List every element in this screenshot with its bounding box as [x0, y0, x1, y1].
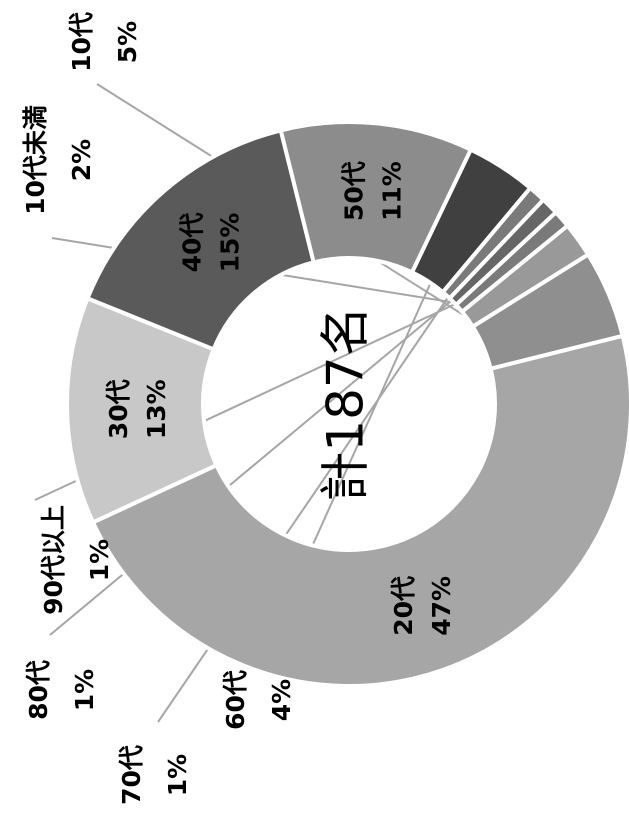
slice-label-6: 80代 1% [24, 660, 99, 720]
slice-label-1: 30代 13% [104, 379, 171, 439]
slice-label-2: 40代 15% [178, 213, 245, 273]
slice-label-8: 10代未満 2% [21, 105, 96, 215]
slice-labels: 20代 47%30代 13%40代 15%50代 11%60代 4%70代 1%80代 1%9… [21, 12, 456, 805]
slice-category-label: 20代 [389, 576, 418, 636]
slice-label-4: 60代 4% [221, 670, 296, 730]
center-total-label: 計187名 [317, 306, 375, 501]
leader-line-6 [49, 286, 468, 636]
slice-1 [65, 295, 220, 525]
slice-category-label: 80代 [24, 660, 53, 720]
slice-value-label: 13% [142, 379, 171, 439]
donut-slices [65, 120, 629, 688]
slice-0 [90, 333, 629, 688]
slice-category-label: 10代未満 [21, 105, 50, 215]
slice-category-label: 60代 [221, 670, 250, 730]
slice-value-label: 15% [216, 213, 245, 273]
slice-value-label: 1% [70, 669, 99, 711]
slice-9 [470, 251, 626, 372]
slice-category-label: 10代 [67, 12, 96, 72]
slice-category-label: 30代 [104, 379, 133, 439]
slice-value-label: 47% [427, 576, 456, 636]
slice-label-7: 90代以上 1% [39, 505, 114, 615]
slice-category-label: 40代 [178, 213, 207, 273]
slice-2 [84, 127, 317, 352]
slice-label-9: 10代 5% [67, 12, 142, 72]
slice-value-label: 5% [113, 21, 142, 63]
slice-value-label: 1% [163, 754, 192, 796]
slice-category-label: 70代 [117, 745, 146, 805]
slice-category-label: 90代以上 [39, 505, 68, 615]
slice-label-3: 50代 11% [340, 161, 407, 221]
slice-value-label: 1% [85, 539, 114, 581]
slice-value-label: 11% [378, 161, 407, 221]
slice-label-0: 20代 47% [389, 576, 456, 636]
slice-value-label: 4% [267, 679, 296, 721]
slice-value-label: 2% [67, 139, 96, 181]
slice-category-label: 50代 [340, 161, 369, 221]
slice-label-5: 70代 1% [117, 745, 192, 805]
